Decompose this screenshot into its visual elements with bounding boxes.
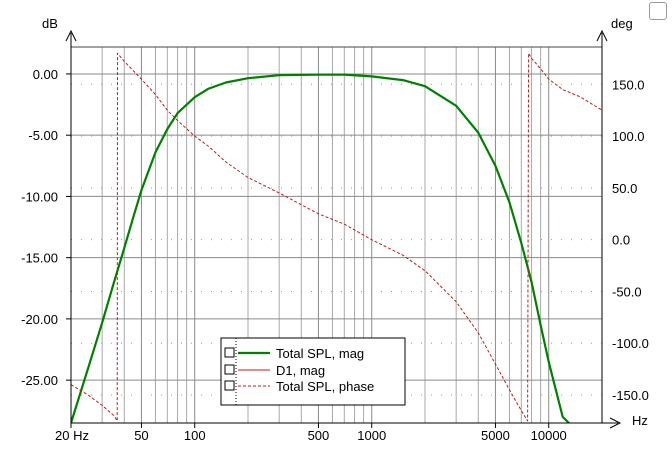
legend-checkbox-total-spl-phase[interactable] [224, 380, 235, 391]
y-left-tick-label: -15.00 [21, 251, 58, 266]
x-tick-label: 5000 [481, 428, 510, 443]
legend-checkbox-total-spl-mag[interactable] [224, 347, 235, 358]
right-axis-arrow [596, 29, 608, 42]
y-right-tick-label: 50.0 [612, 181, 637, 196]
legend: Total SPL, mag D1, mag Total SPL, phase [220, 337, 406, 406]
y-left-tick-label: -20.00 [21, 312, 58, 327]
y-left-unit-label: dB [42, 16, 58, 31]
legend-label-total-spl-phase: Total SPL, phase [276, 379, 374, 394]
legend-box [220, 337, 406, 406]
legend-checkbox-d1-mag[interactable] [224, 364, 235, 375]
series-line-total-spl-mag [71, 73, 570, 423]
curves [71, 52, 602, 423]
y-left-tick-label: -25.00 [21, 373, 58, 388]
x-axis-arrow [609, 417, 622, 429]
x-tick-label: 1000 [357, 428, 386, 443]
legend-label-d1-mag: D1, mag [276, 363, 325, 378]
y-left-tick-label: -5.00 [28, 128, 58, 143]
x-tick-label: 100 [184, 428, 206, 443]
legend-label-total-spl-mag: Total SPL, mag [276, 346, 364, 361]
y-right-tick-label: 0.0 [612, 233, 630, 248]
x-tick-label: 500 [308, 428, 330, 443]
y-right-tick-label: -50.0 [612, 284, 642, 299]
x-tick-label: 10000 [531, 428, 567, 443]
y-right-tick-label: -150.0 [612, 388, 649, 403]
corner-checkbox[interactable] [649, 2, 667, 20]
y-left-tick-label: -10.00 [21, 189, 58, 204]
y-right-unit-label: deg [611, 16, 633, 31]
series-line-total-spl-phase [71, 52, 602, 422]
x-tick-label: 50 [134, 428, 148, 443]
x-tick-label: 20 Hz [55, 428, 89, 443]
y-right-tick-label: -100.0 [612, 336, 649, 351]
x-unit-label: Hz [632, 413, 648, 428]
y-left-tick-label: 0.00 [33, 67, 58, 82]
left-axis-arrow [65, 29, 77, 42]
legend-handle[interactable] [220, 337, 237, 406]
axes: dB deg Hz [42, 16, 648, 429]
tick-labels: 0.00 -5.00 -10.00 -15.00 -20.00 -25.00 150.0 10… [21, 67, 649, 443]
y-right-tick-label: 150.0 [612, 77, 645, 92]
y-right-tick-label: 100.0 [612, 129, 645, 144]
